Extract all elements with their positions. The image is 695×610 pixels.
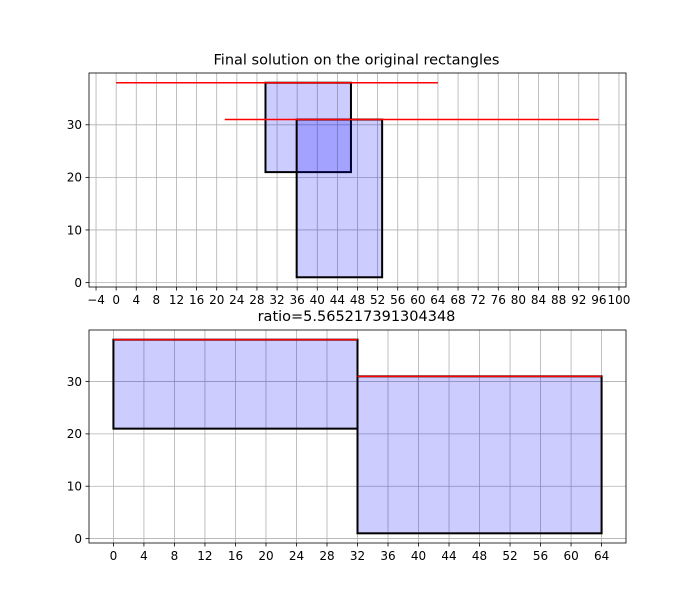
top-x-tick-label: 4 (132, 293, 140, 307)
top-x-tick-label: 56 (390, 293, 405, 307)
top-x-tick-label: 52 (370, 293, 385, 307)
top-x-tick-label: 60 (410, 293, 425, 307)
top-rectangle-2 (295, 118, 384, 279)
top-x-tick-label: 24 (229, 293, 244, 307)
bottom-x-tick-label: 12 (197, 549, 212, 563)
bottom-x-tick-label: 40 (411, 549, 426, 563)
top-x-tick-label: 48 (350, 293, 365, 307)
bottom-x-tick-label: 4 (140, 549, 148, 563)
top-x-tick-label: 36 (290, 293, 305, 307)
top-x-tick-label: 12 (169, 293, 184, 307)
top-x-tick-label: 92 (571, 293, 586, 307)
top-x-tick-label: 80 (511, 293, 526, 307)
bottom-rectangle-2 (356, 375, 603, 535)
top-x-tick-label: 28 (249, 293, 264, 307)
top-x-tick-label: 96 (591, 293, 606, 307)
bottom-x-tick-label: 44 (441, 549, 456, 563)
top-x-tick-label: 32 (269, 293, 284, 307)
top-x-tick-label: 44 (330, 293, 345, 307)
bottom-y-tick-label: 20 (67, 427, 82, 441)
top-chart-title: Final solution on the original rectangle… (214, 53, 500, 69)
bottom-x-tick-label: 28 (319, 549, 334, 563)
bottom-x-tick-label: 60 (563, 549, 578, 563)
bottom-x-tick-label: 36 (380, 549, 395, 563)
top-x-tick-label: −4 (87, 293, 105, 307)
bottom-y-tick-label: 30 (67, 375, 82, 389)
bottom-x-tick-label: 0 (110, 549, 118, 563)
bottom-chart-title: ratio=5.565217391304348 (258, 309, 456, 325)
bottom-x-tick-label: 16 (228, 549, 243, 563)
top-x-tick-label: 0 (112, 293, 120, 307)
top-x-tick-label: 20 (209, 293, 224, 307)
bottom-x-tick-label: 20 (258, 549, 273, 563)
top-x-tick-label: 64 (430, 293, 445, 307)
bottom-y-tick-label: 10 (67, 480, 82, 494)
bottom-y-tick-label: 0 (74, 532, 82, 546)
bottom-rectangle-1 (112, 338, 359, 430)
bottom-x-tick-label: 24 (289, 549, 304, 563)
top-x-tick-label: 16 (189, 293, 204, 307)
bottom-x-tick-label: 64 (594, 549, 609, 563)
top-x-tick-label: 8 (153, 293, 161, 307)
top-x-tick-label: 88 (551, 293, 566, 307)
bottom-x-tick-label: 8 (171, 549, 179, 563)
top-x-tick-label: 100 (608, 293, 631, 307)
top-x-tick-label: 40 (310, 293, 325, 307)
top-x-tick-label: 72 (471, 293, 486, 307)
bottom-x-tick-label: 48 (472, 549, 487, 563)
top-plot-area: −4 0 4 8 12 16 20 24 28 32 36 40 44 48 52 56 60 64 68 72 76 8… (67, 72, 631, 307)
bottom-chart: ratio=5.565217391304348 0 4 8 12 16 20 24 28 32 3… (67, 309, 627, 563)
top-y-tick-label: 20 (67, 171, 82, 185)
top-x-tick-label: 84 (531, 293, 546, 307)
top-chart: Final solution on the original rectangle… (67, 53, 631, 308)
top-x-tick-label: 68 (450, 293, 465, 307)
top-y-tick-label: 30 (67, 118, 82, 132)
top-rectangle-1 (264, 81, 352, 174)
bottom-x-tick-label: 52 (502, 549, 517, 563)
top-x-tick-label: 76 (491, 293, 506, 307)
bottom-x-tick-label: 32 (350, 549, 365, 563)
top-y-tick-label: 10 (67, 223, 82, 237)
bottom-x-tick-label: 56 (533, 549, 548, 563)
top-y-tick-label: 0 (74, 276, 82, 290)
